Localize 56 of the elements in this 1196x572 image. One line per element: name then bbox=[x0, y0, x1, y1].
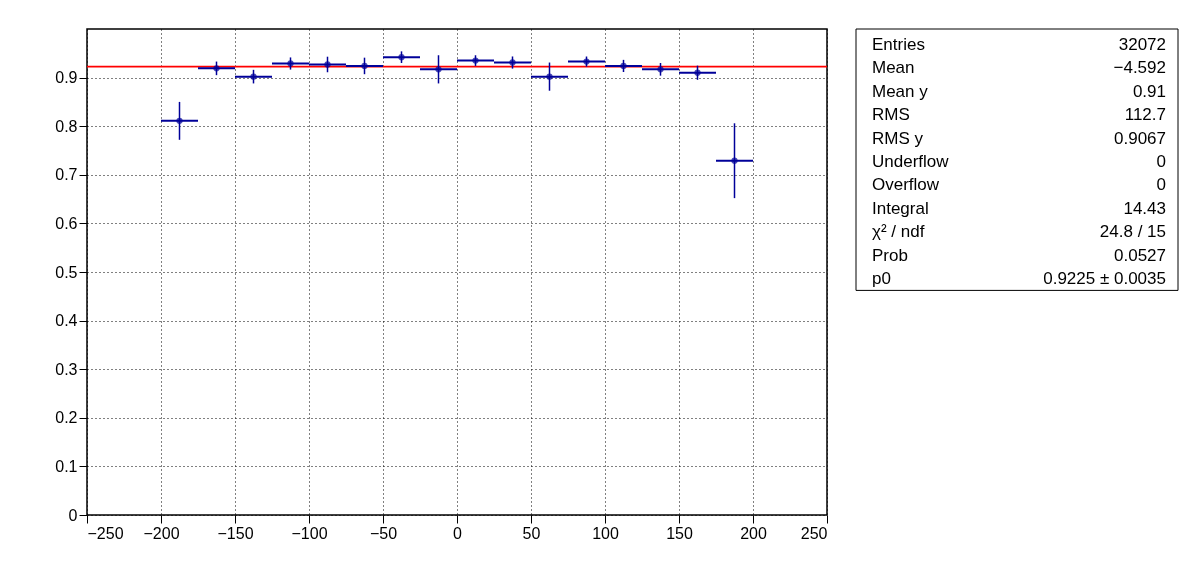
text: 0.9067 bbox=[1114, 128, 1166, 148]
point bbox=[361, 62, 368, 70]
y-tick-label: 0.5 bbox=[55, 263, 78, 281]
point bbox=[694, 69, 701, 76]
x-tick-label: −150 bbox=[217, 524, 254, 542]
point bbox=[435, 66, 442, 73]
y-tick-label: 0.9 bbox=[55, 69, 78, 87]
x-tick-label: 100 bbox=[592, 524, 619, 542]
text: Mean bbox=[872, 58, 915, 78]
point bbox=[213, 65, 220, 72]
text: 24.8 / 15 bbox=[1099, 222, 1166, 242]
point bbox=[546, 73, 553, 80]
text: Integral bbox=[872, 198, 929, 218]
text: χ² / ndf bbox=[872, 222, 925, 242]
x-tick-label: 50 bbox=[522, 524, 541, 542]
text: 0.91 bbox=[1132, 81, 1166, 101]
point bbox=[657, 66, 664, 73]
x-tick-label: −100 bbox=[291, 524, 328, 542]
text: 14.43 bbox=[1123, 198, 1166, 218]
y-tick-label: 0.7 bbox=[55, 166, 78, 184]
point bbox=[509, 59, 516, 66]
point bbox=[250, 73, 257, 80]
y-tick-label: 0.8 bbox=[55, 117, 78, 135]
text: 112.7 bbox=[1124, 105, 1166, 125]
y-tick-label: 0.4 bbox=[55, 312, 78, 330]
text: p0 bbox=[872, 269, 891, 288]
text: Mean y bbox=[872, 81, 929, 101]
point bbox=[398, 54, 405, 61]
text: 0 bbox=[1156, 152, 1166, 171]
x-tick-label: 200 bbox=[740, 524, 767, 542]
text: Entries bbox=[872, 35, 925, 54]
x-tick-label: −200 bbox=[143, 524, 180, 542]
point bbox=[324, 61, 331, 68]
text: Overflow bbox=[872, 175, 940, 195]
text: 0.9225 ± 0.0035 bbox=[1043, 269, 1166, 288]
text: −4.592 bbox=[1113, 58, 1166, 78]
text: RMS y bbox=[872, 128, 924, 148]
text: RMS bbox=[872, 105, 910, 125]
x-tick-label: 150 bbox=[666, 524, 693, 542]
x-tick-label: 0 bbox=[453, 524, 463, 542]
x-tick-label: 250 bbox=[800, 524, 828, 542]
y-tick-label: 0.2 bbox=[55, 409, 78, 427]
text: 32072 bbox=[1118, 35, 1166, 54]
text: Prob bbox=[872, 245, 908, 265]
text: Underflow bbox=[872, 152, 950, 171]
x-tick-label: −250 bbox=[87, 524, 124, 542]
y-tick-label: 0.6 bbox=[55, 214, 78, 232]
y-tick-label: 0.3 bbox=[55, 360, 78, 378]
x-tick-label: −50 bbox=[369, 524, 398, 542]
point bbox=[176, 117, 183, 125]
y-tick-label: 0.1 bbox=[55, 457, 78, 475]
text: 0 bbox=[1156, 175, 1166, 195]
point bbox=[287, 60, 294, 67]
y-tick-label: 0 bbox=[68, 506, 78, 524]
text: 0.0527 bbox=[1114, 245, 1166, 265]
point bbox=[731, 157, 738, 164]
